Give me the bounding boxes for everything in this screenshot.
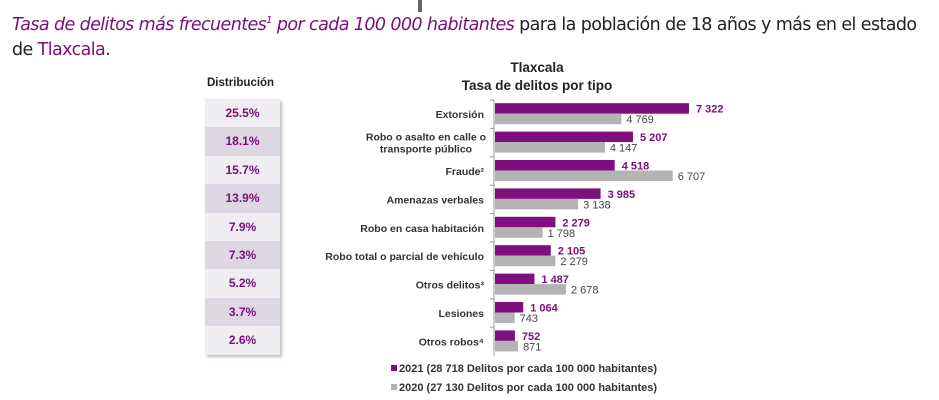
legend-label: 2020 (27 130 Delitos por cada 100 000 ha… [399, 382, 657, 394]
bar-2020 [495, 312, 515, 323]
category-label: Robo en casa habitación [360, 223, 484, 235]
value-label-2020: 871 [523, 341, 541, 353]
category-label: Otros robos⁴ [419, 336, 484, 348]
bar-2021 [495, 273, 535, 285]
value-label-2021: 2 279 [562, 217, 590, 229]
legend-label: 2021 (28 718 Delitos por cada 100 000 ha… [399, 363, 657, 375]
distribution-cell: 7.9% [205, 212, 280, 241]
value-label-2021: 752 [522, 331, 540, 343]
value-label-2020: 6 707 [678, 171, 706, 183]
bar-2021 [495, 160, 615, 171]
bar-2020 [495, 255, 556, 267]
value-label-2021: 7 322 [696, 104, 724, 116]
distribution-cell: 15.7% [205, 155, 280, 185]
bar-2020 [495, 113, 622, 125]
bar-2020 [495, 284, 566, 295]
value-label-2020: 4 147 [610, 143, 638, 155]
category-label: Robo o asalto en calle o [366, 132, 486, 144]
category-label: Lesiones [438, 308, 484, 320]
intro-text: Tasa de delitos más frecuentes1 por cada… [12, 8, 937, 63]
category-label: transporte público [380, 144, 472, 156]
value-label-2021: 2 105 [558, 246, 586, 258]
value-label-2021: 4 518 [622, 161, 650, 173]
bar-2021 [495, 188, 601, 199]
value-label-2021: 3 985 [608, 189, 636, 201]
bar-2021 [495, 302, 524, 313]
bar-2021 [495, 216, 556, 228]
category-label: Extorsión [436, 109, 484, 121]
distribution-cell: 2.6% [205, 326, 280, 355]
cropped-mark [418, 0, 422, 12]
distribution-cell: 3.7% [205, 297, 280, 327]
bar-2021 [495, 131, 633, 143]
intro-place: Tlaxcala [37, 39, 106, 60]
value-label-2020: 2 678 [571, 285, 599, 297]
value-label-2020: 743 [520, 313, 538, 325]
distribution-cell: 5.2% [205, 269, 280, 298]
distribution-table: 25.5% 18.1% 15.7% 13.9% 7.9% 7.3% 5.2% 3.7% 2.6% [205, 99, 280, 355]
chart-subtitle: Tasa de delitos por tipo [462, 78, 613, 93]
distribution-cell: 25.5% [205, 99, 280, 128]
intro-italic: Tasa de delitos más frecuentes [12, 14, 267, 35]
bar-2020 [495, 227, 543, 238]
intro-end: . [105, 39, 111, 60]
bar-2020 [495, 198, 579, 210]
bar-2020 [495, 142, 605, 153]
value-label-2020: 3 138 [583, 199, 611, 211]
bar-2020 [495, 340, 519, 352]
chart-title: Tlaxcala [510, 60, 564, 75]
legend-swatch [391, 384, 397, 390]
intro-rest: para la población de 18 años y más en el… [12, 14, 917, 60]
bar-2021 [495, 103, 689, 114]
category-label: Robo total o parcial de vehículo [325, 251, 484, 263]
distribution-cell: 13.9% [205, 184, 280, 213]
value-label-2020: 1 798 [548, 228, 576, 240]
value-label-2021: 1 064 [530, 303, 558, 315]
bar-2021 [495, 330, 515, 341]
category-label: Amenazas verbales [387, 194, 485, 206]
value-label-2021: 5 207 [640, 132, 668, 144]
value-label-2021: 1 487 [541, 274, 569, 286]
category-label: Otros delitos³ [416, 280, 485, 292]
category-label: Fraude² [445, 166, 484, 178]
intro-footnote: 1 [266, 15, 272, 26]
bar-2020 [495, 170, 673, 181]
value-label-2020: 4 769 [626, 114, 654, 126]
intro-italic-2: por cada 100 000 habitantes [271, 14, 515, 35]
bar-2021 [495, 245, 551, 256]
distribution-cell: 18.1% [205, 127, 280, 156]
legend-swatch [391, 365, 397, 371]
value-label-2020: 2 279 [560, 256, 588, 268]
distribution-title: Distribución [207, 77, 275, 89]
distribution-cell: 7.3% [205, 240, 280, 270]
